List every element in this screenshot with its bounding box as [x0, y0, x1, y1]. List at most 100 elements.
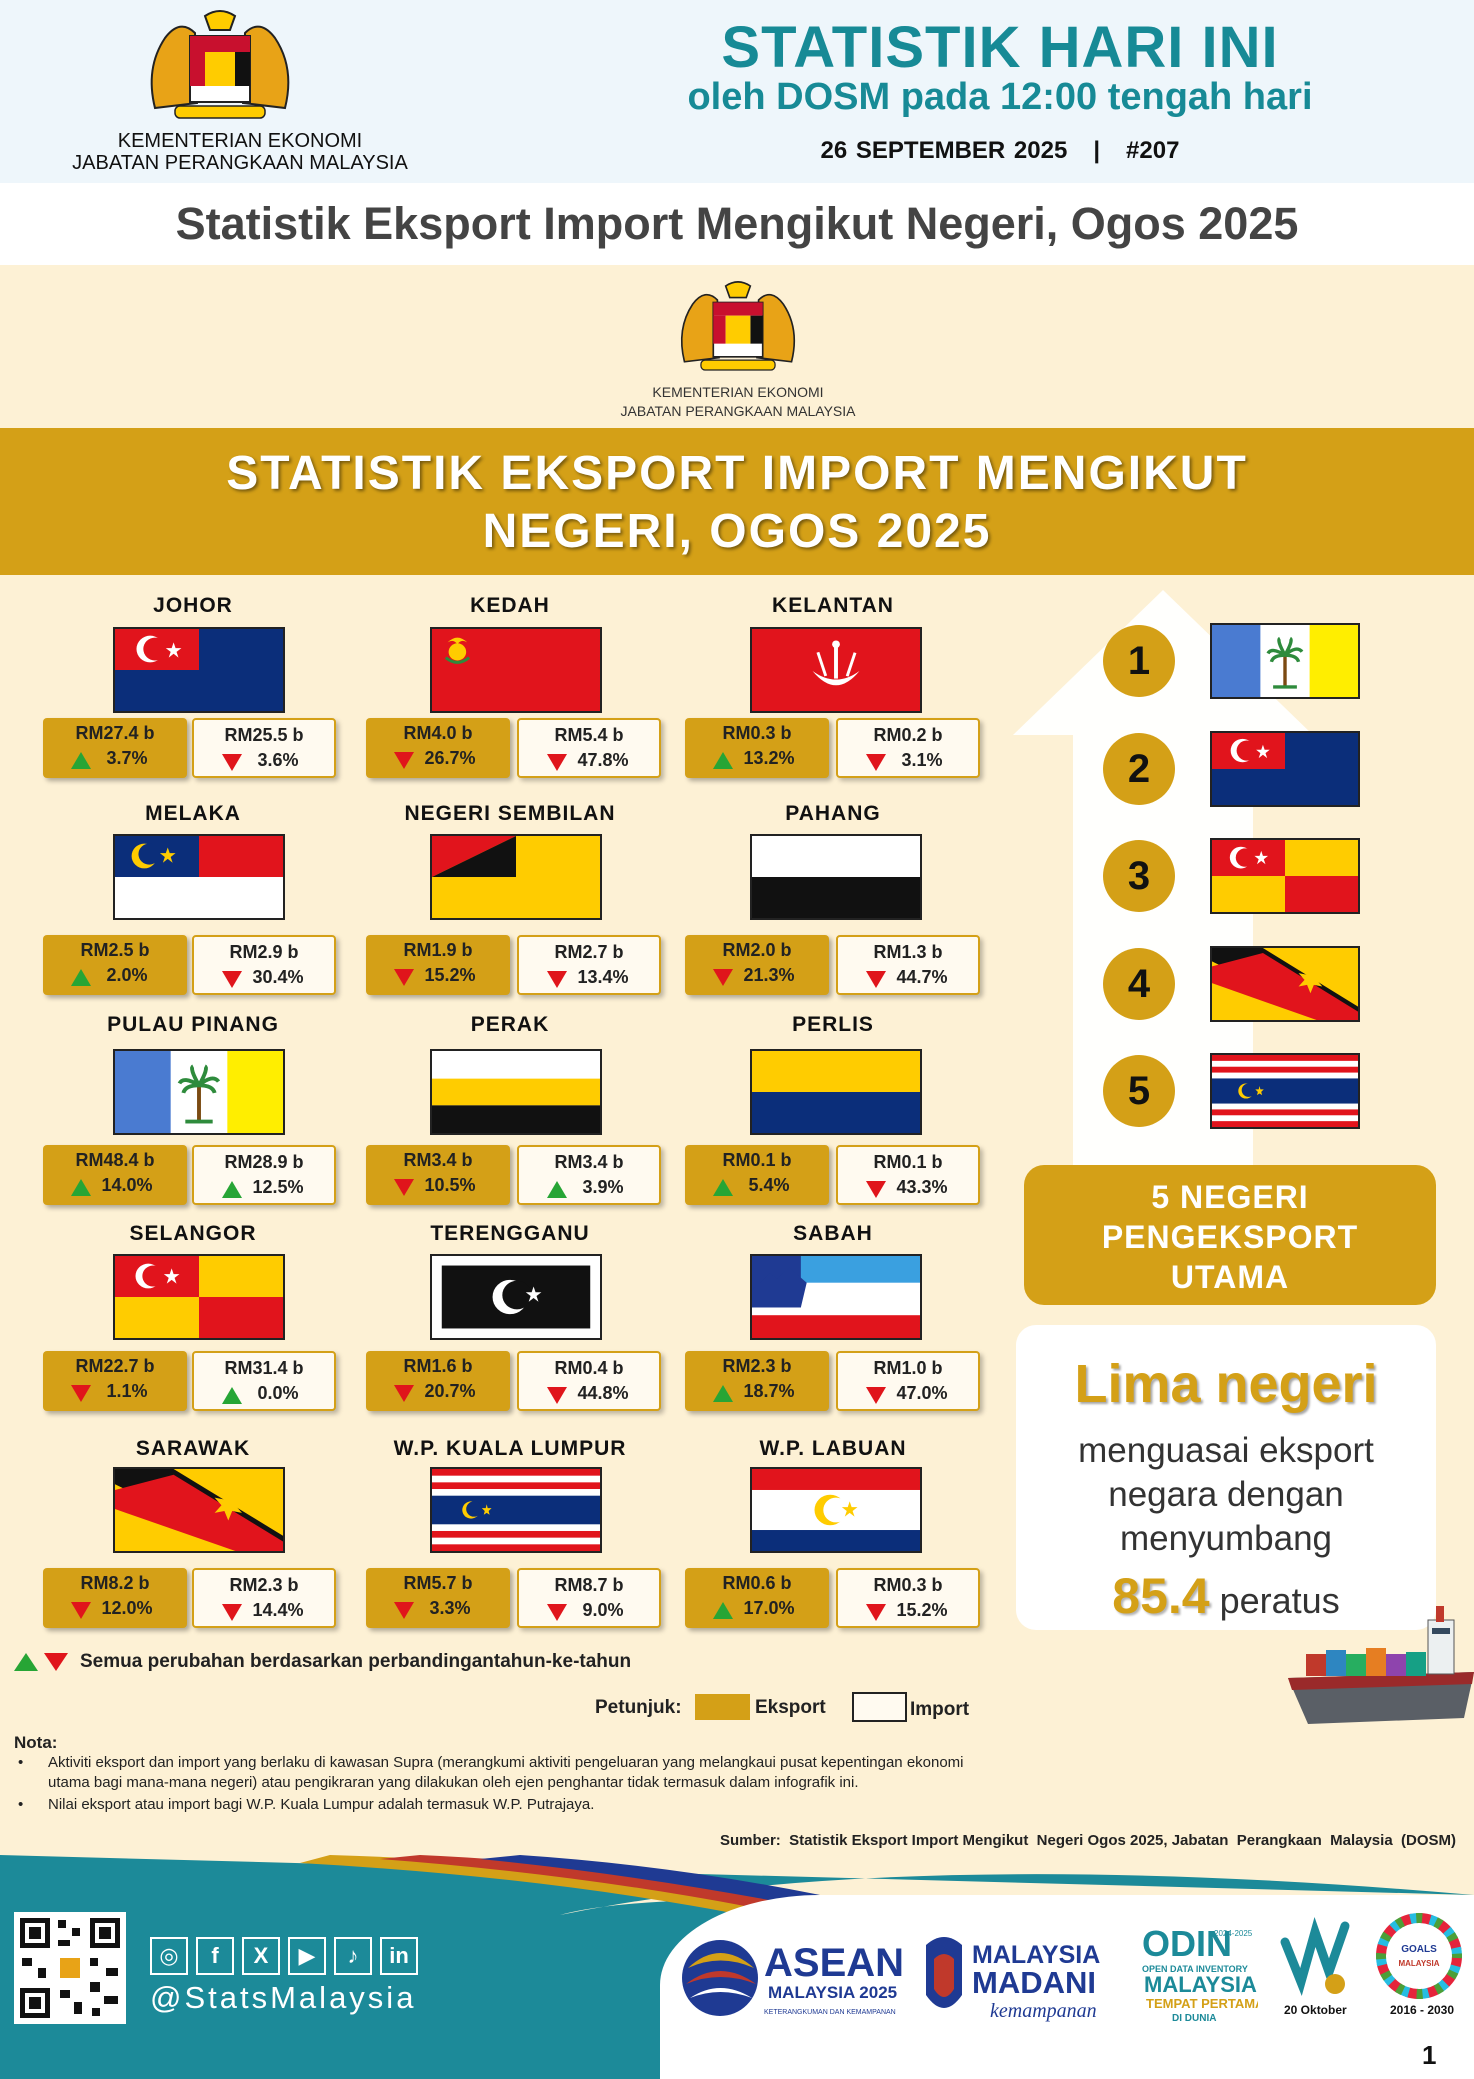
export-value-box: RM1.6 b 20.7% — [366, 1351, 510, 1411]
export-value-box: RM2.3 b 18.7% — [685, 1351, 829, 1411]
state-name: W.P. LABUAN — [759, 1437, 907, 1460]
state-flag-nsembilan-icon — [430, 834, 602, 920]
state-name: TERENGGANU — [430, 1222, 590, 1245]
yoy-change: 47.8% — [577, 750, 629, 770]
svg-text:MALAYSIA: MALAYSIA — [1398, 1959, 1439, 1968]
trade-amount: RM28.9 b — [224, 1152, 304, 1172]
state-flag-terengganu-icon — [430, 1254, 602, 1340]
trade-amount: RM0.4 b — [554, 1358, 624, 1378]
triangle-up-icon — [71, 752, 91, 769]
yoy-change: 14.4% — [252, 1600, 304, 1620]
trade-amount: RM0.1 b — [722, 1150, 792, 1170]
svg-text:KETERANGKUMAN DAN KEMAMPANAN: KETERANGKUMAN DAN KEMAMPANAN — [764, 2009, 896, 2016]
import-value-box: RM2.7 b 13.4% — [517, 935, 661, 995]
triangle-down-icon — [866, 1604, 886, 1621]
state-flag-sabah-icon — [750, 1254, 922, 1340]
import-value-box: RM2.9 b 30.4% — [192, 935, 336, 995]
trade-amount: RM8.7 b — [554, 1575, 624, 1595]
import-value-box: RM0.2 b 3.1% — [836, 718, 980, 778]
qr-code-icon[interactable] — [14, 1912, 126, 2024]
cargo-ship-icon — [1288, 1606, 1474, 1724]
triangle-down-icon — [394, 1385, 414, 1402]
import-value-box: RM2.3 b 14.4% — [192, 1568, 336, 1628]
rank-number: 1 — [1103, 625, 1175, 697]
triangle-up-icon — [713, 1385, 733, 1402]
malaysia-madani-logo: MALAYSIA MADANI kemampanan — [926, 1937, 1100, 2022]
yoy-change: 3.6% — [257, 750, 299, 770]
legend-label: Petunjuk: — [595, 1697, 682, 1718]
notes-title: Nota: — [14, 1733, 58, 1752]
yoy-change: 5.4% — [748, 1175, 790, 1195]
triangle-down-icon — [71, 1385, 91, 1402]
state-flag-penang-icon — [113, 1049, 285, 1135]
trade-amount: RM0.2 b — [873, 725, 943, 745]
source-note: Sumber: Statistik Eksport Import Mengiku… — [719, 1832, 1456, 1849]
yoy-change: 3.7% — [106, 748, 148, 768]
export-value-box: RM5.7 b 3.3% — [366, 1568, 510, 1628]
yoy-change: 30.4% — [252, 967, 304, 987]
legend-import-swatch — [852, 1692, 907, 1722]
svg-text:TEMPAT PERTAMA: TEMPAT PERTAMA — [1146, 1996, 1258, 2011]
x-twitter-icon[interactable]: X — [242, 1937, 280, 1975]
triangle-down-icon — [866, 971, 886, 988]
triangle-down-icon — [547, 1604, 567, 1621]
triangle-down-icon — [394, 752, 414, 769]
yoy-change: 3.1% — [901, 750, 943, 770]
sdg-years: 2016 - 2030 — [1389, 2003, 1455, 2017]
yoy-change: 15.2% — [424, 965, 476, 985]
svg-text:GOALS: GOALS — [1401, 1944, 1437, 1955]
statistics-day-logo — [1280, 1917, 1350, 1996]
import-value-box: RM28.9 b 12.5% — [192, 1145, 336, 1205]
triangle-down-icon — [547, 971, 567, 988]
rank-flag-selangor-icon — [1210, 838, 1360, 914]
state-name: NEGERI SEMBILAN — [404, 802, 616, 825]
facebook-icon[interactable]: f — [196, 1937, 234, 1975]
state-name: PULAU PINANG — [107, 1013, 279, 1036]
export-value-box: RM0.1 b 5.4% — [685, 1145, 829, 1205]
rank-flag-kl-icon — [1210, 1053, 1360, 1129]
yoy-change: 43.3% — [896, 1177, 948, 1197]
svg-text:MADANI: MADANI — [972, 1965, 1096, 2000]
ministry-name: KEMENTERIAN EKONOMI JABATAN PERANGKAAN M… — [72, 130, 408, 174]
yoy-change: 26.7% — [424, 748, 476, 768]
yoy-change: 44.8% — [577, 1383, 629, 1403]
trade-amount: RM2.3 b — [229, 1575, 299, 1595]
export-value-box: RM0.3 b 13.2% — [685, 718, 829, 778]
rank-flag-sarawak-icon — [1210, 946, 1360, 1022]
triangle-up-icon — [222, 1181, 242, 1198]
rank-number: 5 — [1103, 1055, 1175, 1127]
yoy-change: 9.0% — [582, 1600, 624, 1620]
coat-of-arms-icon — [680, 281, 796, 371]
trade-amount: RM25.5 b — [224, 725, 304, 745]
state-flag-sarawak-icon — [113, 1467, 285, 1553]
svg-text:ODIN: ODIN — [1142, 1923, 1232, 1964]
svg-text:OPEN DATA INVENTORY: OPEN DATA INVENTORY — [1142, 1964, 1248, 1974]
trade-amount: RM31.4 b — [224, 1358, 304, 1378]
trade-amount: RM0.6 b — [722, 1573, 792, 1593]
yoy-change: 20.7% — [424, 1381, 476, 1401]
note-item: • Nilai eksport atau import bagi W.P. Kua… — [18, 1796, 595, 1813]
instagram-icon[interactable]: ◎ — [150, 1937, 188, 1975]
social-handle[interactable]: @StatsMalaysia — [150, 1980, 417, 2015]
yoy-change: 21.3% — [743, 965, 795, 985]
coat-of-arms-icon — [150, 10, 290, 119]
trade-amount: RM3.4 b — [403, 1150, 473, 1170]
export-value-box: RM27.4 b 3.7% — [43, 718, 187, 778]
linkedin-icon[interactable]: in — [380, 1937, 418, 1975]
trade-amount: RM8.2 b — [80, 1573, 150, 1593]
triangle-up-icon — [222, 1387, 242, 1404]
trade-amount: RM5.7 b — [403, 1573, 473, 1593]
tiktok-icon[interactable]: ♪ — [334, 1937, 372, 1975]
state-name: PAHANG — [785, 802, 881, 825]
svg-text:MALAYSIA: MALAYSIA — [1144, 1972, 1257, 1997]
odin-logo: ODIN 2024-2025 OPEN DATA INVENTORY MALAY… — [1142, 1923, 1258, 2024]
yoy-change: 13.2% — [743, 748, 795, 768]
youtube-icon[interactable]: ▶ — [288, 1937, 326, 1975]
triangle-up-icon — [71, 1179, 91, 1196]
trade-amount: RM2.3 b — [722, 1356, 792, 1376]
state-flag-johor-icon — [113, 627, 285, 713]
triangle-down-icon — [394, 1602, 414, 1619]
rank-flag-johor-icon — [1210, 731, 1360, 807]
yoy-change: 44.7% — [896, 967, 948, 987]
sdg-malaysia-logo: GOALS MALAYSIA — [1376, 1913, 1462, 1999]
